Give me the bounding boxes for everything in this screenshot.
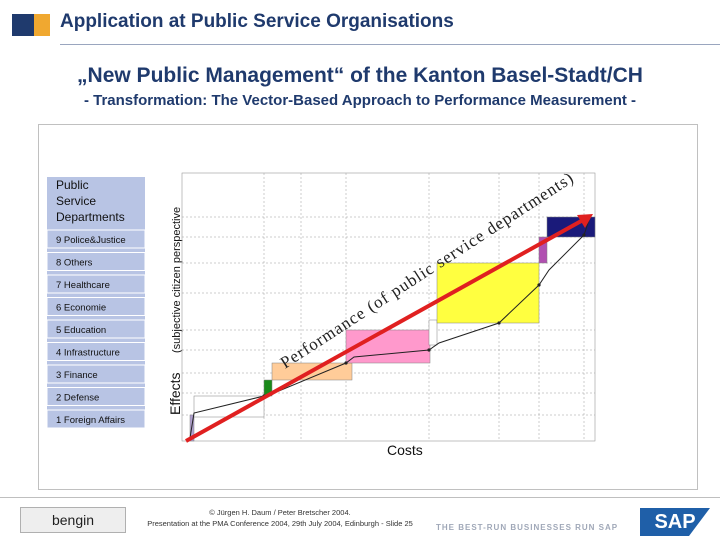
- x-axis-label: Costs: [387, 442, 423, 458]
- sap-logo: SAP: [640, 508, 710, 536]
- legend-title-line-1: Public: [56, 178, 89, 192]
- title-bar: Application at Public Service Organisati…: [0, 0, 720, 46]
- legend-item-label: 4 Infrastructure: [56, 348, 120, 359]
- sap-tagline: THE BEST-RUN BUSINESSES RUN SAP: [436, 523, 619, 532]
- copyright-text: © Jürgen H. Daum / Peter Bretscher 2004.…: [130, 507, 430, 529]
- footer-divider: [0, 497, 720, 498]
- legend-item: [46, 342, 146, 361]
- legend-item-label: 6 Economie: [56, 303, 106, 314]
- legend-item: [46, 319, 146, 339]
- legend-item: [46, 364, 146, 384]
- department-block-5: [345, 329, 431, 364]
- legend-item: [46, 252, 146, 271]
- legend-item-label: 7 Healthcare: [56, 280, 110, 291]
- legend-item: [46, 387, 146, 406]
- legend-item: [46, 274, 146, 294]
- y-axis-label-main: Effects: [167, 372, 183, 415]
- title-bullet-icon: [12, 14, 50, 36]
- performance-vector-diagram: Public Service Departments 9 Police&Just…: [46, 168, 596, 458]
- legend-item-label: 9 Police&Justice: [56, 235, 126, 246]
- slide-headline: „New Public Management“ of the Kanton Ba…: [77, 64, 643, 87]
- title-divider: [60, 44, 720, 45]
- legend-item-label: 3 Finance: [56, 370, 98, 381]
- performance-vector-arrow: [185, 218, 584, 443]
- performance-vector-arrowhead: [577, 214, 593, 228]
- legend-item-label: 5 Education: [56, 325, 106, 336]
- legend-item: [46, 297, 146, 316]
- plot-area: [181, 172, 596, 442]
- legend-item-label: 2 Defense: [56, 393, 99, 404]
- y-axis-label-sub: (subjective citizen perspective: [171, 207, 183, 353]
- department-block-8: [538, 236, 548, 264]
- legend-title-line-2: Service: [56, 194, 96, 208]
- legend-item-label: 8 Others: [56, 258, 93, 269]
- page-title: Application at Public Service Organisati…: [60, 11, 454, 32]
- bengin-logo: bengin: [20, 507, 126, 533]
- legend-item-label: 1 Foreign Affairs: [56, 415, 125, 426]
- slide-subheadline: - Transformation: The Vector-Based Appro…: [83, 92, 637, 109]
- copyright-line-2: Presentation at the PMA Conference 2004,…: [147, 519, 413, 528]
- department-block-6: [428, 319, 438, 346]
- legend-item: [46, 409, 146, 429]
- copyright-line-1: © Jürgen H. Daum / Peter Bretscher 2004.: [209, 508, 351, 517]
- legend-item: [46, 229, 146, 249]
- legend-title-line-3: Departments: [56, 210, 125, 224]
- figure-frame: Public Service Departments 9 Police&Just…: [38, 124, 698, 490]
- department-block-2: [193, 395, 265, 418]
